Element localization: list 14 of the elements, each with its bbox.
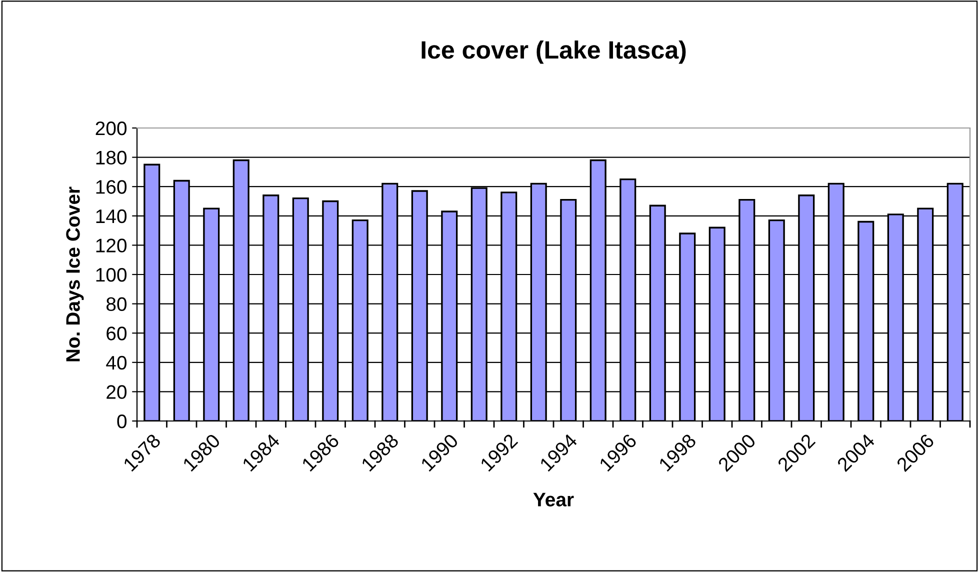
y-tick-label: 0 (117, 414, 127, 428)
y-tick-label: 180 (96, 150, 127, 165)
y-tick-label: 120 (96, 238, 127, 252)
y-tick-label: 60 (106, 326, 127, 340)
y-tick-label: 40 (106, 356, 127, 370)
y-tick-label: 160 (96, 180, 127, 194)
y-tick-label: 80 (106, 297, 127, 312)
y-tick-label: 20 (106, 385, 127, 399)
y-tick-label: 100 (96, 268, 127, 282)
y-axis-title: No. Days Ice Cover (66, 186, 84, 362)
y-tick-label: 200 (96, 121, 127, 136)
y-tick-label: 140 (96, 209, 127, 224)
chart-title: Ice cover (Lake Itasca) (422, 40, 686, 64)
x-axis-title: Year (533, 492, 574, 506)
